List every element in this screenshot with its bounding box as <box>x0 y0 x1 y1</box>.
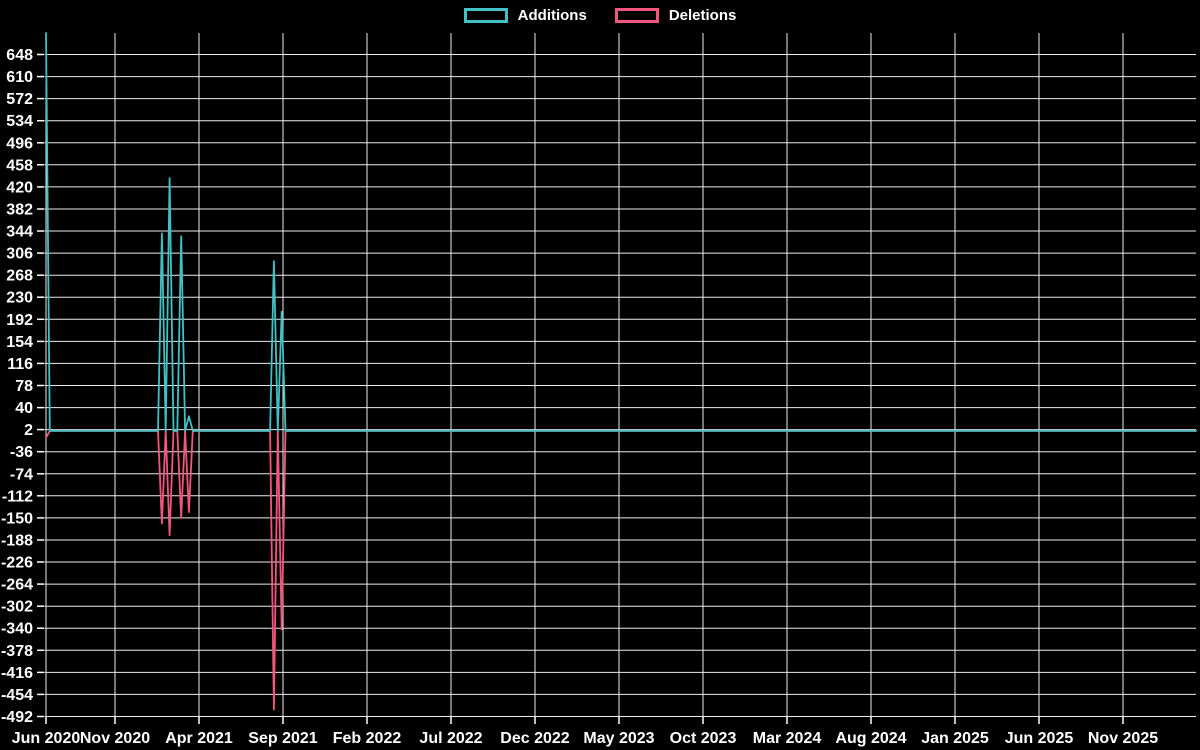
gridlines <box>44 33 1196 717</box>
svg-text:268: 268 <box>6 268 33 285</box>
axis-ticks <box>37 53 1124 724</box>
svg-text:Apr 2021: Apr 2021 <box>165 730 233 747</box>
svg-text:610: 610 <box>6 69 33 86</box>
svg-text:534: 534 <box>6 113 33 130</box>
legend-item-additions[interactable]: Additions <box>463 7 587 24</box>
svg-text:344: 344 <box>6 224 33 241</box>
legend-label-deletions: Deletions <box>668 7 737 24</box>
svg-text:Nov 2025: Nov 2025 <box>1088 730 1158 747</box>
svg-text:-416: -416 <box>1 665 33 682</box>
svg-text:-454: -454 <box>1 687 33 704</box>
x-axis-labels: Jun 2020 Nov 2020 Apr 2021 Sep 2021 Feb 2022… <box>12 730 1158 747</box>
svg-text:-264: -264 <box>1 577 33 594</box>
svg-text:40: 40 <box>15 400 33 417</box>
svg-text:-36: -36 <box>10 444 33 461</box>
legend-item-deletions[interactable]: Deletions <box>614 7 737 24</box>
svg-text:-302: -302 <box>1 599 33 616</box>
svg-text:-492: -492 <box>1 709 33 726</box>
svg-text:Jun 2020: Jun 2020 <box>12 730 81 747</box>
svg-text:572: 572 <box>6 91 33 108</box>
svg-text:Oct 2023: Oct 2023 <box>670 730 737 747</box>
svg-text:496: 496 <box>6 135 33 152</box>
legend-label-additions: Additions <box>517 7 587 24</box>
svg-text:154: 154 <box>6 334 33 351</box>
deletions-swatch-icon <box>614 8 659 23</box>
svg-text:420: 420 <box>6 179 33 196</box>
svg-text:-378: -378 <box>1 643 33 660</box>
svg-text:78: 78 <box>15 378 33 395</box>
svg-text:192: 192 <box>6 312 33 329</box>
svg-text:116: 116 <box>7 356 33 373</box>
y-axis-labels: 648 610 572 534 496 458 420 382 344 306 268 230 192 1… <box>1 47 33 726</box>
svg-text:2: 2 <box>24 422 33 439</box>
svg-text:Dec 2022: Dec 2022 <box>500 730 569 747</box>
svg-text:Mar 2024: Mar 2024 <box>753 730 822 747</box>
svg-text:-188: -188 <box>1 533 33 550</box>
svg-text:648: 648 <box>6 47 33 64</box>
svg-text:-74: -74 <box>10 466 33 483</box>
svg-text:Aug 2024: Aug 2024 <box>835 730 906 747</box>
svg-text:Jun 2025: Jun 2025 <box>1005 730 1074 747</box>
additions-swatch-icon <box>463 8 508 23</box>
svg-text:230: 230 <box>6 290 33 307</box>
svg-text:382: 382 <box>6 202 33 219</box>
svg-text:-112: -112 <box>2 488 33 505</box>
additions-line <box>45 32 1197 432</box>
svg-text:-150: -150 <box>1 510 33 527</box>
svg-text:Feb 2022: Feb 2022 <box>333 730 402 747</box>
deletions-line <box>45 429 1197 711</box>
svg-text:Jul 2022: Jul 2022 <box>419 730 482 747</box>
svg-text:-340: -340 <box>1 621 33 638</box>
svg-text:May 2023: May 2023 <box>583 730 654 747</box>
svg-text:458: 458 <box>6 157 33 174</box>
svg-text:Nov 2020: Nov 2020 <box>80 730 150 747</box>
svg-text:306: 306 <box>6 246 33 263</box>
svg-text:Sep 2021: Sep 2021 <box>248 730 317 747</box>
svg-text:Jan 2025: Jan 2025 <box>921 730 989 747</box>
chart-legend: Additions Deletions <box>0 7 1200 24</box>
svg-text:-226: -226 <box>1 555 33 572</box>
